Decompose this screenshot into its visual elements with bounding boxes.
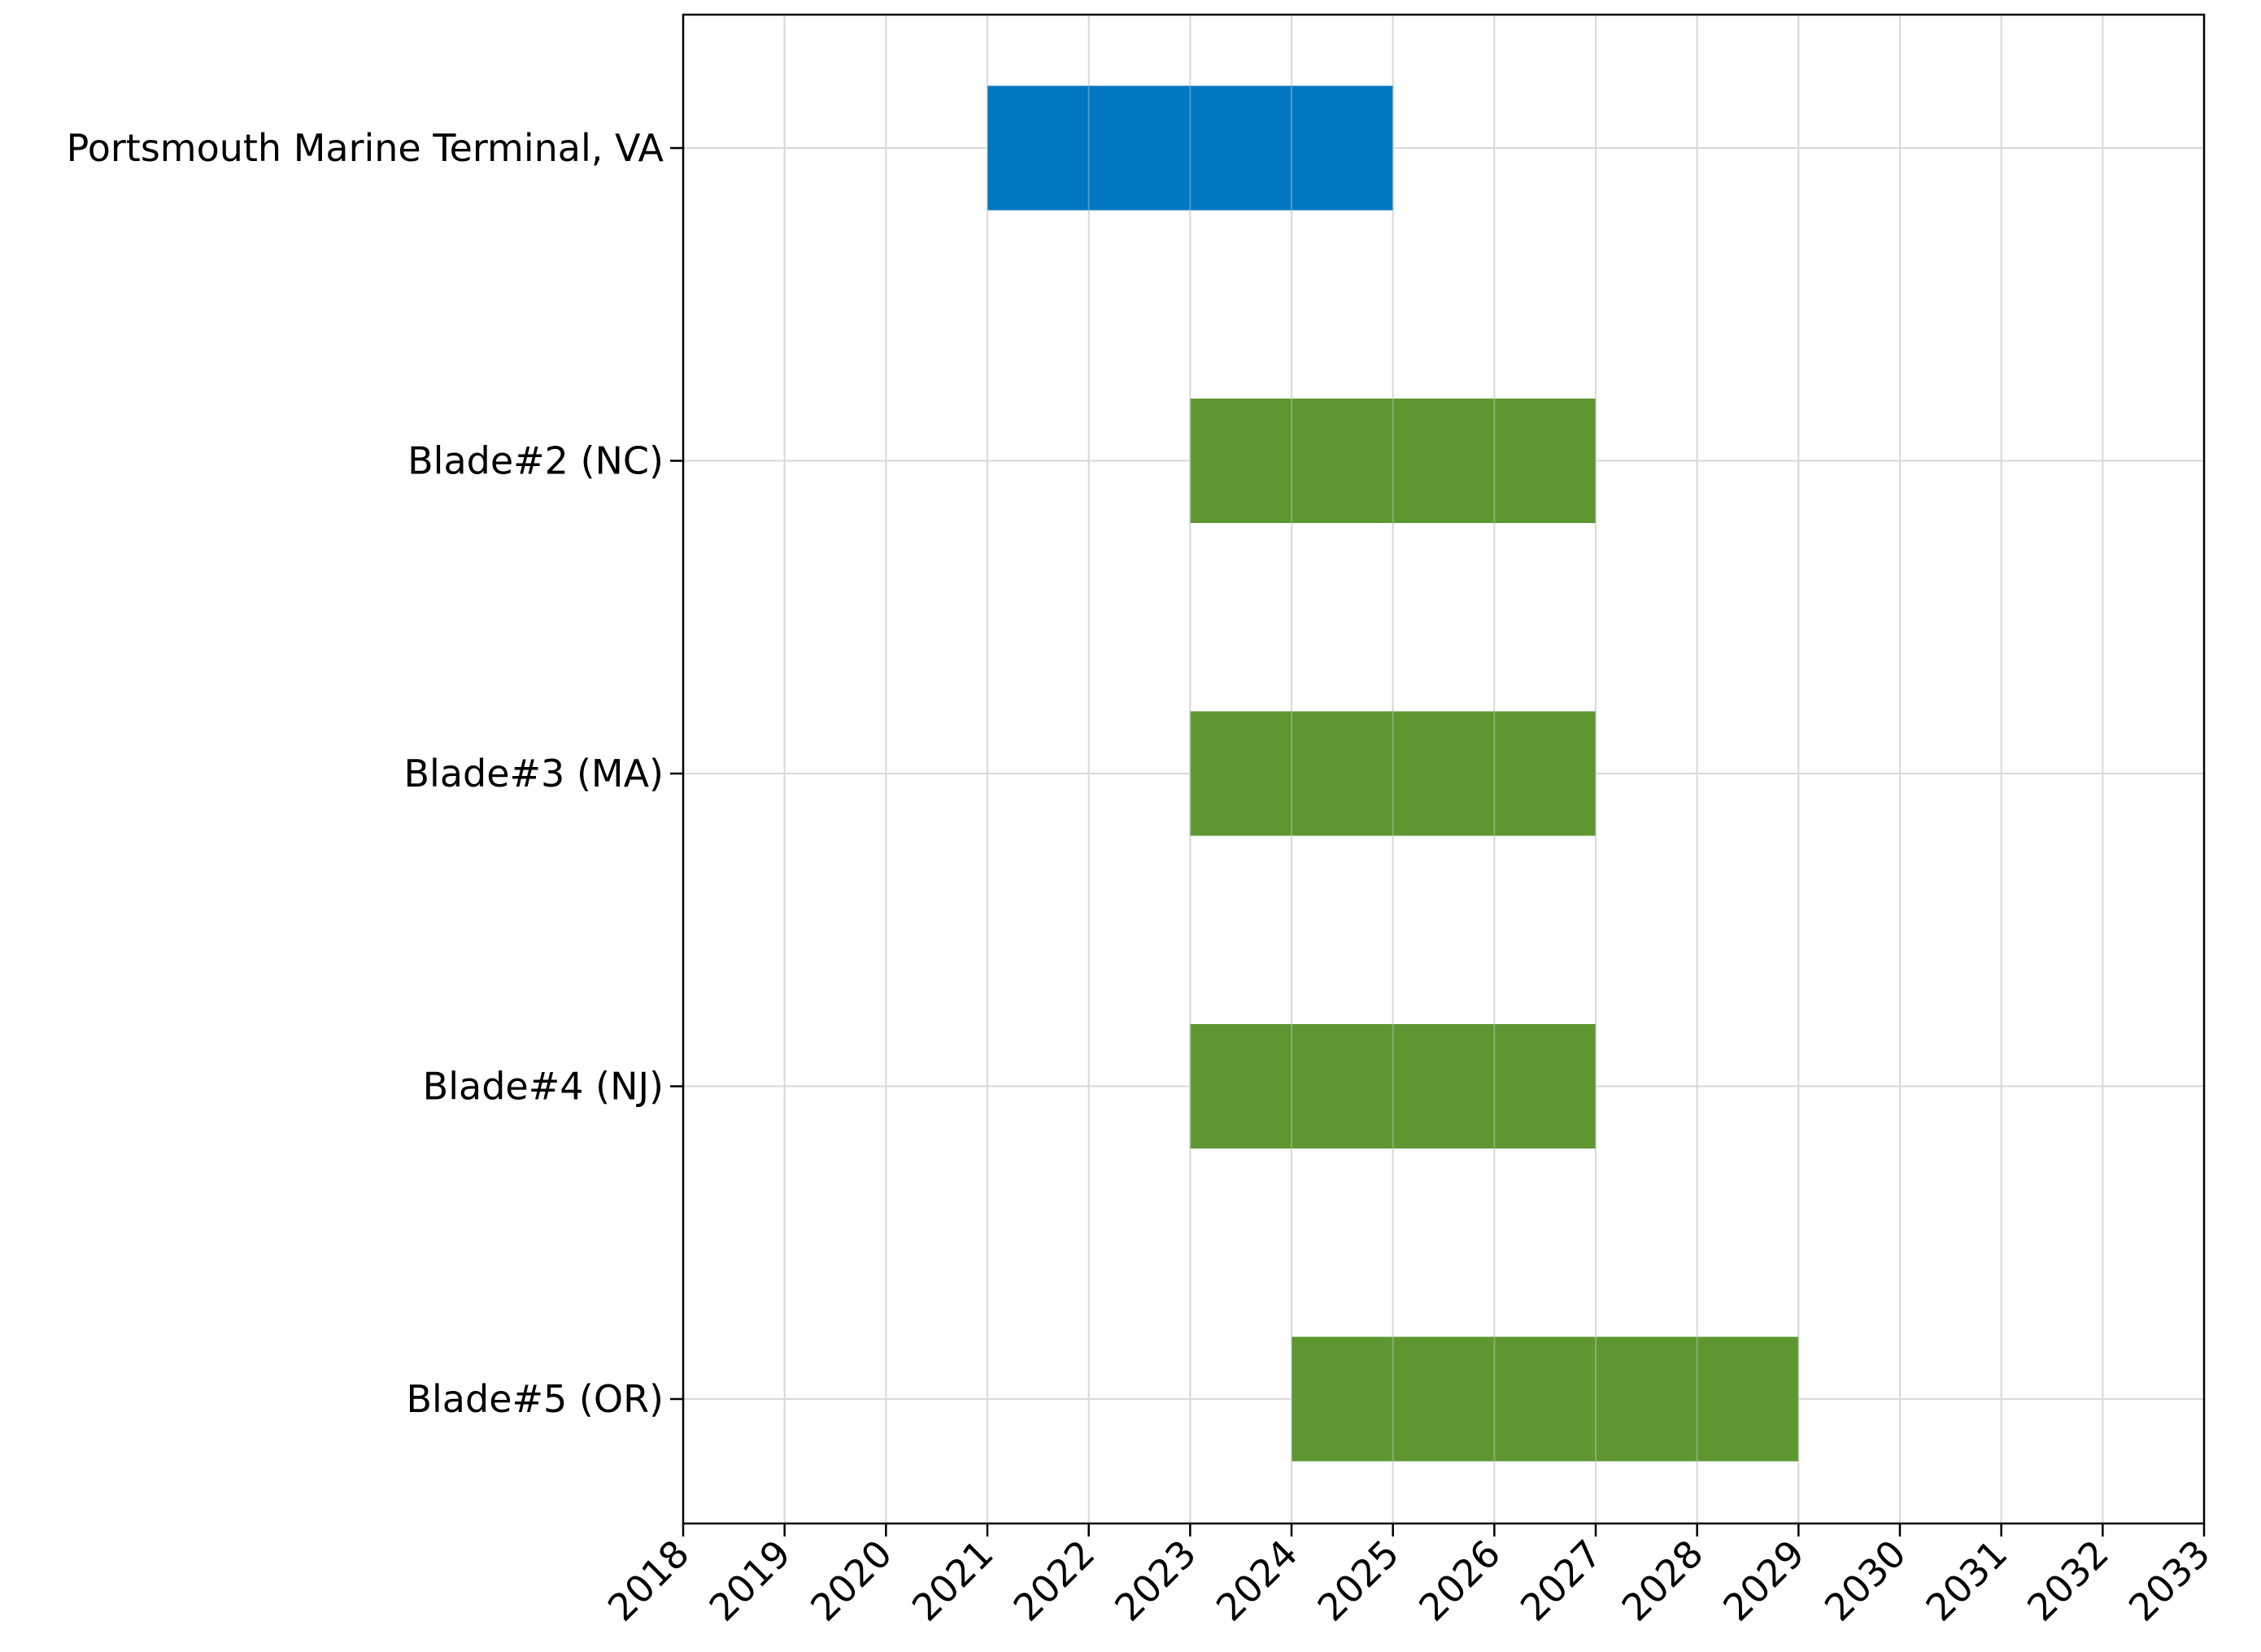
x-tick-label: 2020 bbox=[802, 1532, 900, 1630]
x-tick-label: 2029 bbox=[1714, 1532, 1813, 1630]
x-tick-label: 2022 bbox=[1004, 1532, 1103, 1630]
x-tick-label: 2033 bbox=[2120, 1532, 2219, 1630]
bar bbox=[1190, 711, 1596, 836]
x-tick-label: 2024 bbox=[1208, 1532, 1306, 1630]
x-tick-label: 2028 bbox=[1613, 1532, 1711, 1630]
x-tick-label: 2026 bbox=[1410, 1532, 1509, 1630]
x-tick-label: 2023 bbox=[1106, 1532, 1205, 1630]
y-tick-label: Blade#3 (MA) bbox=[403, 752, 664, 795]
x-tick-label: 2021 bbox=[904, 1532, 1002, 1630]
bar bbox=[1190, 399, 1596, 523]
x-tick-label: 2031 bbox=[1917, 1532, 2015, 1630]
x-tick-label: 2019 bbox=[700, 1532, 799, 1630]
x-tick-label: 2032 bbox=[2019, 1532, 2117, 1630]
x-tick-label: 2027 bbox=[1512, 1532, 1610, 1630]
grid-overlay bbox=[682, 15, 2205, 1523]
y-axis-ticks: Portsmouth Marine Terminal, VA Blade#2 (N… bbox=[67, 126, 683, 1421]
plot-area-frame bbox=[682, 13, 2206, 1525]
x-axis-ticks: 2018 2019 2020 2021 2022 2023 2024 2025 2026 2027… bbox=[599, 1523, 2219, 1630]
x-tick-label: 2018 bbox=[599, 1532, 698, 1630]
bar bbox=[1190, 1024, 1596, 1149]
x-tick-label: 2025 bbox=[1309, 1532, 1407, 1630]
x-tick-label: 2030 bbox=[1816, 1532, 1915, 1630]
y-tick-label: Blade#5 (OR) bbox=[406, 1377, 664, 1421]
y-tick-label: Portsmouth Marine Terminal, VA bbox=[67, 126, 664, 170]
bar bbox=[1292, 1336, 1799, 1462]
y-tick-label: Blade#2 (NC) bbox=[407, 439, 664, 483]
bars bbox=[987, 85, 1799, 1462]
bar bbox=[987, 85, 1393, 211]
y-tick-label: Blade#4 (NJ) bbox=[423, 1065, 664, 1109]
